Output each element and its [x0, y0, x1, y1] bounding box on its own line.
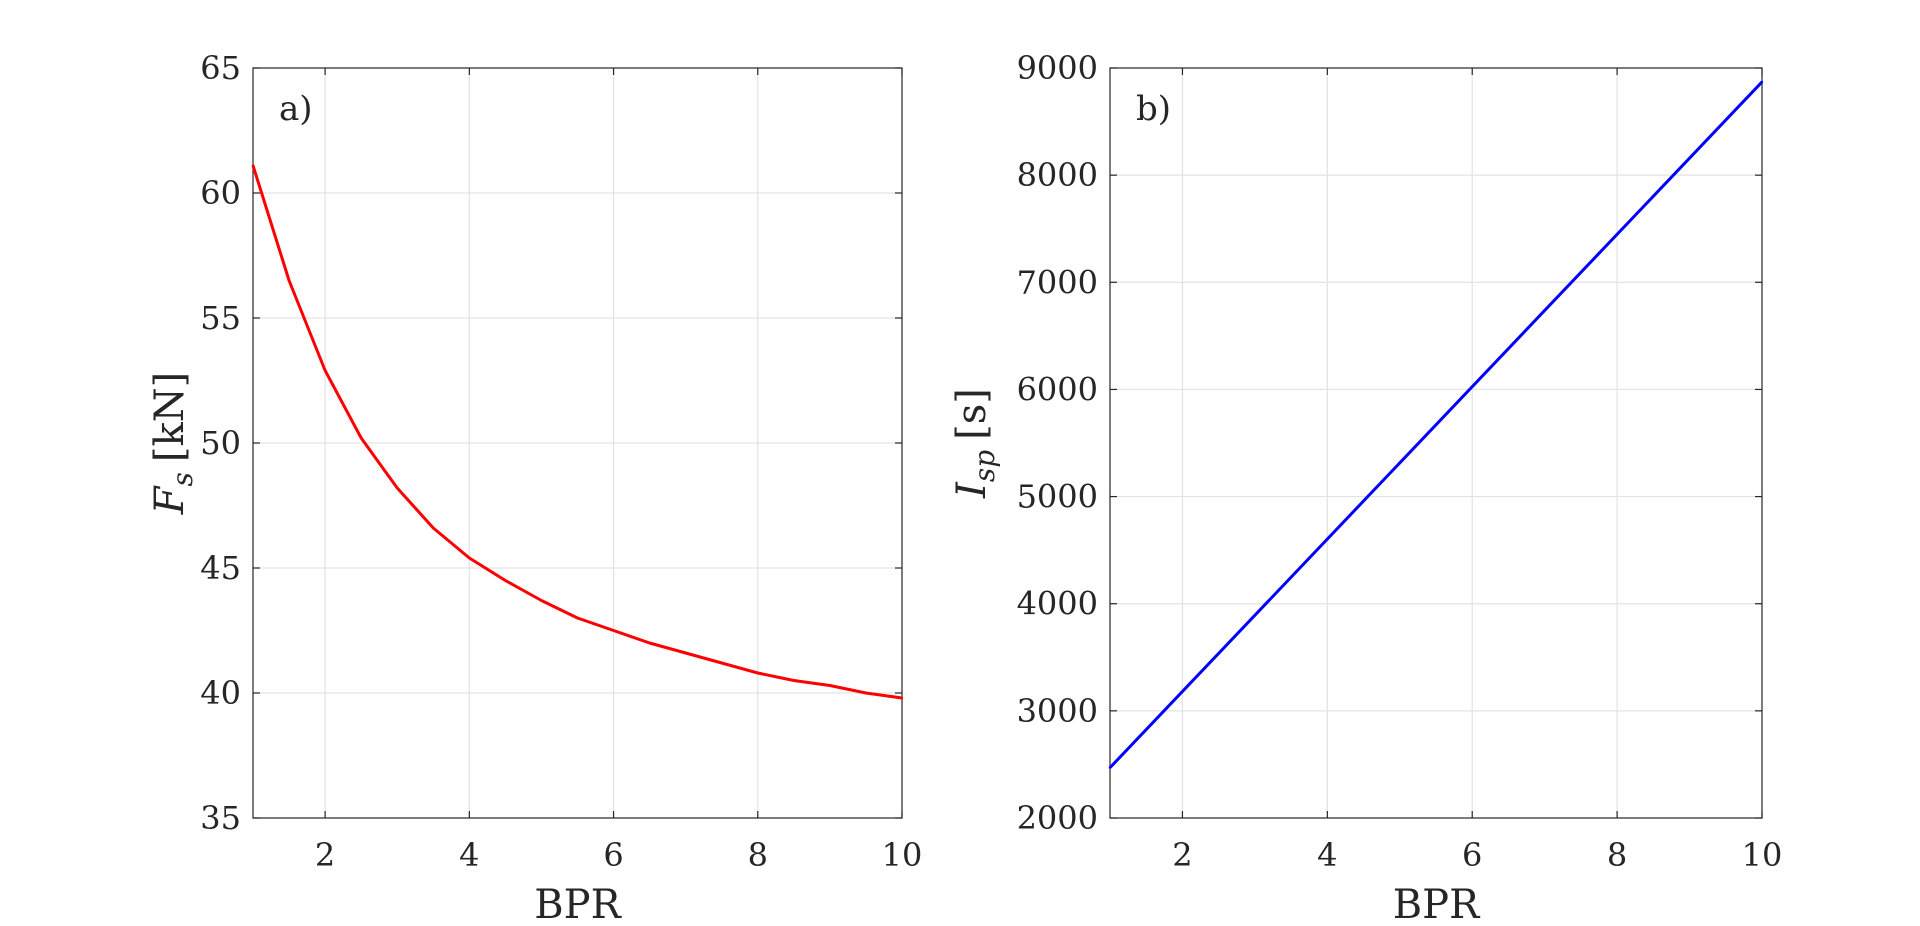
chart-a-data-point — [828, 684, 832, 687]
chart-a-data-point — [576, 616, 579, 620]
chart-b-data-point — [1760, 80, 1764, 84]
chart-b-x-tick-label: 6 — [1462, 836, 1482, 874]
chart-b-y-axis-label: Isp [s] — [949, 388, 1001, 499]
chart-a-data-point — [323, 369, 327, 372]
chart-a-data-point — [864, 691, 868, 695]
chart-a-x-tick-label: 4 — [459, 836, 479, 874]
chart-b-y-tick-label: 5000 — [1017, 478, 1098, 516]
chart-a-y-tick-label: 60 — [200, 174, 241, 212]
chart-a-y-tick-label: 35 — [200, 799, 241, 837]
chart-a-data-point — [504, 579, 507, 582]
chart-a-x-tick-label: 2 — [315, 836, 335, 874]
chart-b-y-tick-label: 6000 — [1017, 370, 1098, 408]
chart-b-series-line — [1108, 80, 1764, 769]
chart-b-y-tick-label: 2000 — [1017, 799, 1098, 837]
chart-b-x-axis-label: BPR — [1393, 882, 1481, 926]
chart-a-data-point — [648, 641, 651, 645]
chart-a-data-point — [792, 679, 796, 682]
chart-a-y-tick-label: 65 — [200, 49, 241, 87]
chart-b-panel-label: b) — [1136, 89, 1171, 129]
chart-b-x-tick-label: 2 — [1172, 836, 1192, 874]
chart-a-panel-label: a) — [279, 89, 313, 129]
chart-b-y-tick-label: 8000 — [1017, 156, 1098, 194]
chart-b-axes-box — [1109, 67, 1763, 819]
chart-b-y-tick-label: 3000 — [1017, 692, 1098, 730]
chart-panel-a: 2 4 6 8 10 35 40 45 50 55 60 65 BPR Fs [kN] a) — [147, 49, 922, 926]
chart-a-data-point — [432, 526, 435, 530]
chart-a-x-tick-label: 10 — [882, 836, 923, 874]
chart-a-data-point — [468, 556, 471, 560]
chart-a-y-tick-label: 45 — [200, 549, 241, 587]
chart-b-y-axis-subscript: sp — [968, 450, 1001, 482]
chart-a-y-tick-label: 40 — [200, 674, 241, 712]
chart-a-data-point — [720, 661, 723, 665]
chart-a-data-point — [756, 671, 759, 675]
chart-b-y-axis-symbol: I — [949, 481, 995, 499]
chart-a-data-point — [396, 486, 399, 490]
chart-a-data-point — [251, 164, 255, 167]
chart-a-x-axis-label: BPR — [534, 882, 622, 926]
chart-a-data-point — [540, 599, 543, 602]
chart-a-x-tick-label: 6 — [603, 836, 623, 874]
chart-b-data-point — [1108, 766, 1112, 769]
chart-b-x-tick-label: 4 — [1317, 836, 1337, 874]
chart-a-y-axis-unit: [kN] — [147, 372, 193, 462]
chart-b-y-tick-label: 4000 — [1017, 585, 1098, 623]
chart-a-y-tick-label: 50 — [200, 424, 241, 462]
chart-b-x-tick-label: 8 — [1607, 836, 1627, 874]
chart-panel-b: 2 4 6 8 10 2000 3000 4000 5000 6000 7000 8000 9000 BP… — [949, 49, 1782, 926]
chart-b-y-tick-label: 7000 — [1017, 263, 1098, 301]
chart-a-y-axis-label: Fs [kN] — [147, 372, 199, 516]
chart-b-y-axis-unit: [s] — [949, 388, 995, 440]
chart-a-y-tick-label: 55 — [200, 299, 241, 337]
chart-b-y-tick-label: 9000 — [1017, 49, 1098, 87]
chart-a-y-axis-symbol: F — [147, 485, 193, 515]
chart-a-data-point — [359, 436, 363, 440]
chart-a-data-point — [684, 651, 687, 655]
chart-a-data-point — [900, 696, 904, 700]
chart-a-y-axis-subscript: s — [166, 472, 199, 486]
chart-a-x-tick-label: 8 — [748, 836, 768, 874]
chart-a-data-point — [287, 279, 291, 282]
chart-a-data-point — [612, 629, 615, 632]
chart-b-x-tick-label: 10 — [1742, 836, 1783, 874]
